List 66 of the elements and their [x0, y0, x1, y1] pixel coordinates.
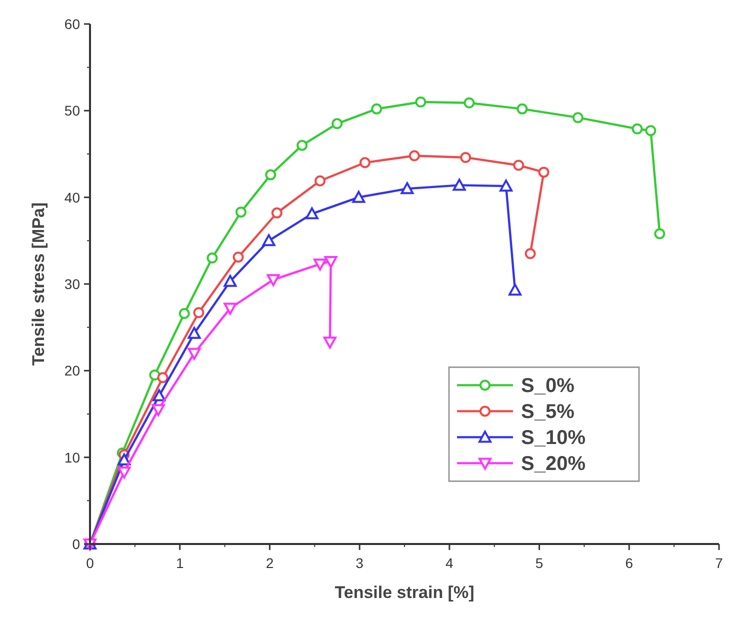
- point: [324, 256, 338, 268]
- point: [464, 97, 475, 108]
- x-tick-label: 7: [715, 555, 724, 571]
- legend-label: S_0%: [521, 375, 575, 398]
- point: [332, 118, 343, 130]
- point: [400, 182, 414, 194]
- point: [188, 348, 201, 360]
- point: [352, 190, 366, 203]
- point: [359, 157, 370, 168]
- legend-label: S_10%: [521, 427, 586, 450]
- point: [524, 248, 536, 260]
- x-tick-label: 5: [535, 555, 544, 571]
- y-tick-label: 0: [72, 536, 80, 552]
- point: [415, 96, 426, 108]
- point: [645, 125, 656, 136]
- point: [235, 206, 246, 218]
- point: [408, 150, 420, 162]
- point: [572, 112, 584, 124]
- x-tick-label: 3: [356, 555, 364, 571]
- x-tick-label: 1: [176, 555, 184, 571]
- point: [460, 152, 472, 163]
- point: [452, 178, 466, 191]
- point: [654, 228, 666, 240]
- point: [157, 372, 168, 384]
- point: [513, 160, 524, 171]
- point: [152, 404, 165, 416]
- point: [265, 169, 276, 180]
- point: [516, 103, 528, 114]
- point: [305, 207, 318, 220]
- y-tick-label: 20: [64, 362, 80, 379]
- point: [188, 326, 201, 339]
- point: [314, 175, 326, 186]
- x-tick-label: 6: [625, 555, 634, 571]
- legend-label: S_5%: [521, 401, 575, 424]
- x-axis-title: Tensile strain [%]: [334, 583, 474, 602]
- point: [118, 466, 131, 479]
- point: [224, 302, 237, 315]
- point: [296, 140, 308, 151]
- point: [193, 307, 204, 318]
- y-tick-label: 10: [64, 449, 80, 466]
- x-tick-label: 4: [446, 555, 454, 571]
- point: [262, 234, 276, 246]
- y-tick-label: 40: [64, 189, 80, 206]
- y-tick-label: 30: [64, 276, 80, 292]
- point: [632, 123, 643, 134]
- point: [224, 274, 237, 287]
- point: [371, 103, 382, 114]
- x-tick-label: 0: [86, 555, 94, 571]
- point: [538, 166, 550, 178]
- point: [323, 336, 336, 349]
- point: [266, 274, 280, 286]
- point: [314, 258, 327, 271]
- legend-label: S_20%: [521, 453, 586, 476]
- point: [118, 453, 131, 466]
- y-axis-title: Tensile stress [MPa]: [29, 202, 48, 366]
- y-tick-label: 50: [64, 102, 80, 119]
- point: [271, 207, 282, 218]
- point: [152, 389, 166, 402]
- point: [149, 370, 160, 380]
- x-tick-label: 2: [266, 555, 274, 571]
- point: [508, 284, 522, 296]
- point: [232, 252, 244, 263]
- point: [500, 180, 513, 192]
- point: [206, 252, 218, 264]
- point: [178, 308, 190, 319]
- y-tick-label: 60: [64, 16, 80, 32]
